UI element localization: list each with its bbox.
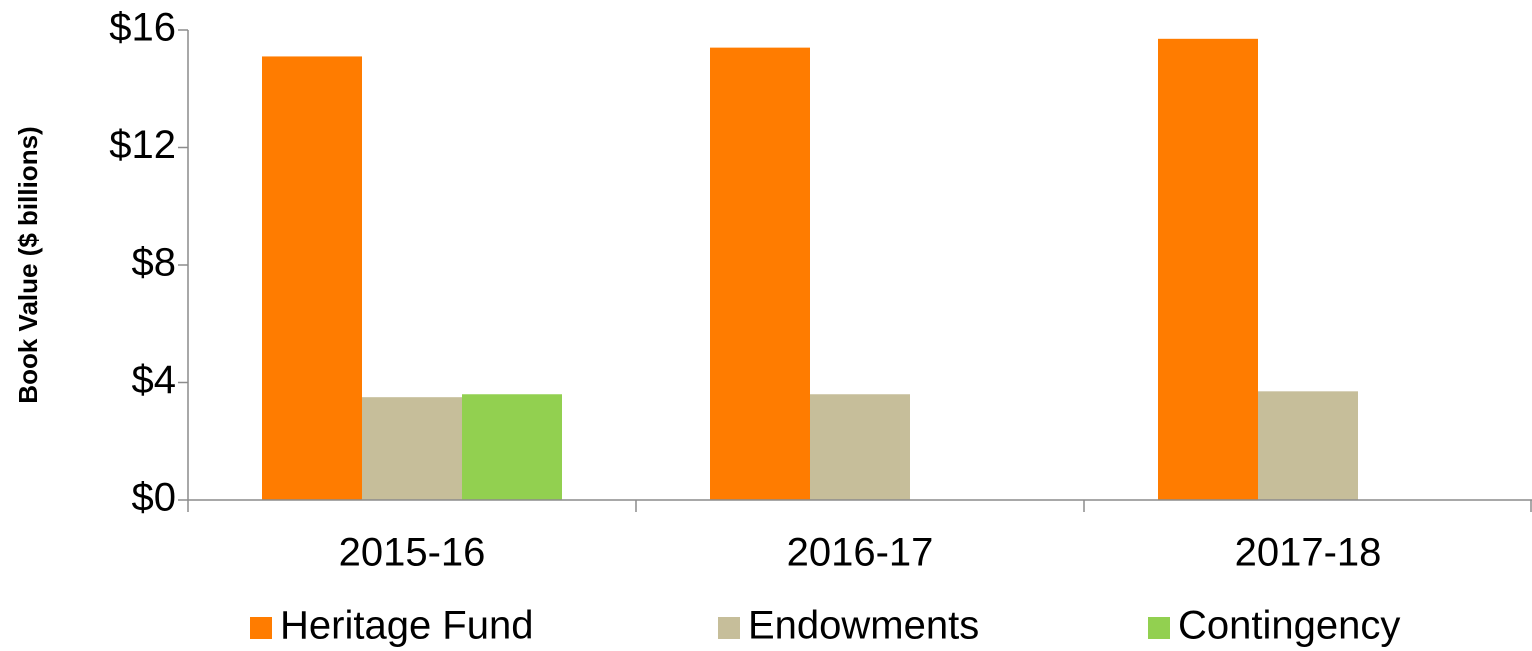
legend-swatch [250,617,272,639]
bar [710,47,810,500]
bar [810,394,910,500]
x-tick-label: 2015-16 [339,531,486,575]
bar [1258,391,1358,500]
y-tick-label: $16 [109,6,176,50]
bar [262,56,362,500]
y-tick-label: $8 [132,241,177,285]
legend-swatch [718,617,740,639]
bar [462,394,562,500]
bar [362,397,462,500]
legend-label: Contingency [1178,604,1400,648]
legend-swatch [1148,617,1170,639]
y-tick-label: $12 [109,123,176,167]
x-tick-label: 2016-17 [787,531,934,575]
y-tick-label: $0 [132,476,177,520]
y-tick-label: $4 [132,358,177,402]
bar [1158,38,1258,500]
y-axis-label: Book Value ($ billions) [13,126,43,403]
x-tick-label: 2017-18 [1235,531,1382,575]
legend-label: Heritage Fund [280,604,533,648]
legend-label: Endowments [748,604,979,648]
